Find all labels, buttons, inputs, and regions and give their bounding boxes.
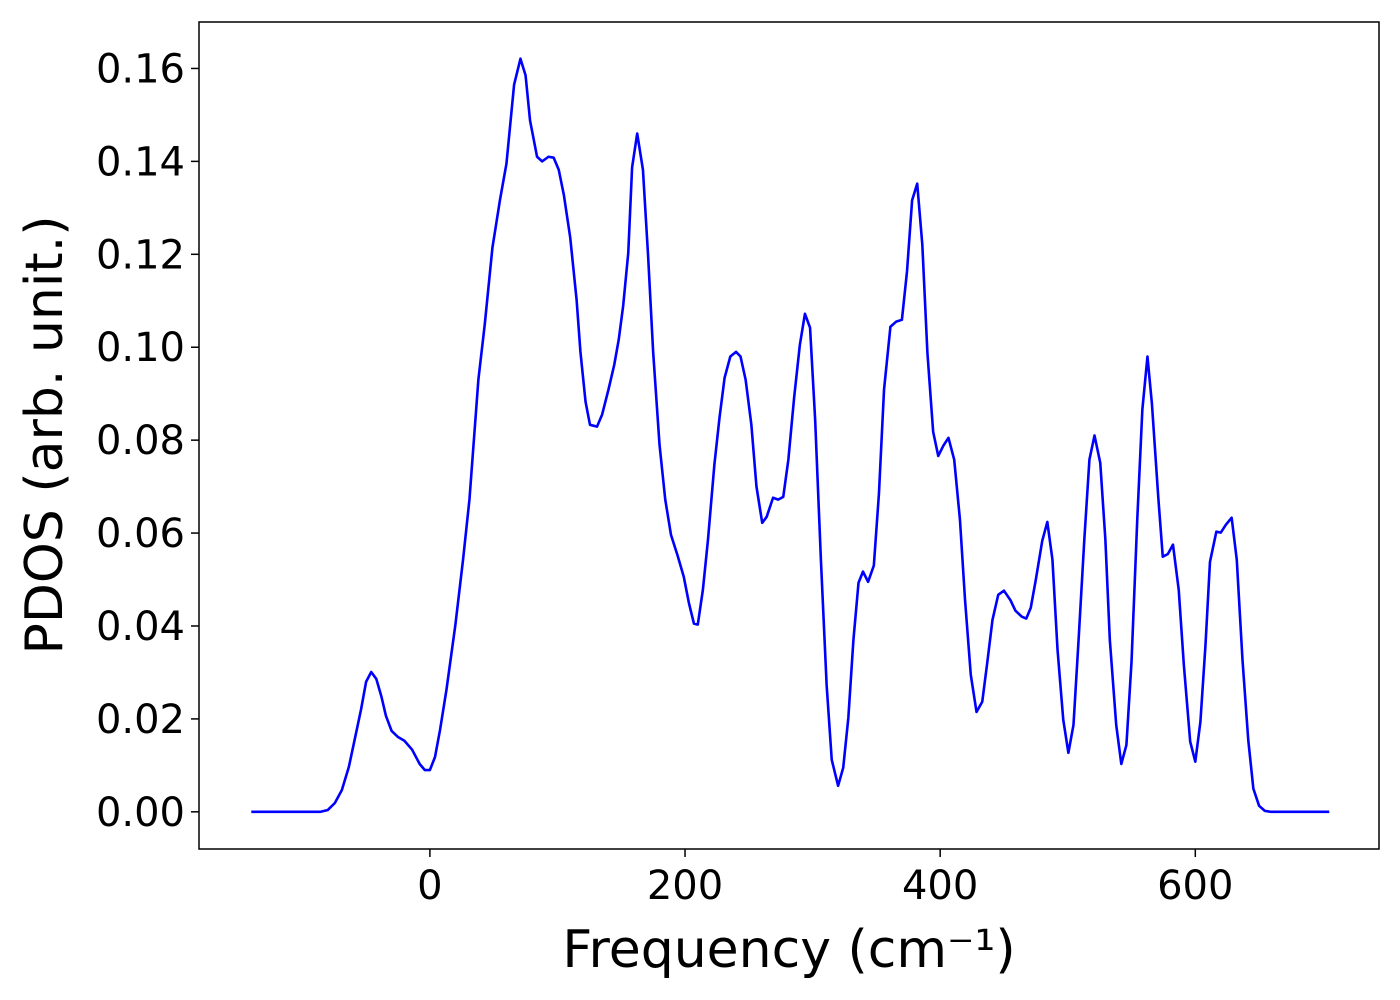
x-axis-label: Frequency (cm⁻¹)	[562, 920, 1015, 980]
y-tick-label: 0.16	[96, 46, 185, 92]
y-tick-label: 0.08	[96, 418, 185, 464]
y-tick-label: 0.12	[96, 232, 185, 278]
x-tick-label: 0	[417, 863, 442, 909]
y-tick-label: 0.04	[96, 604, 185, 650]
y-tick-label: 0.10	[96, 325, 185, 371]
y-tick-label: 0.06	[96, 511, 185, 557]
y-axis-label: PDOS (arb. unit.)	[15, 215, 75, 654]
x-tick-label: 600	[1157, 863, 1233, 909]
plot-frame	[198, 21, 1380, 850]
y-tick-label: 0.00	[96, 790, 185, 836]
y-tick-label: 0.02	[96, 697, 185, 743]
x-tick-label: 400	[902, 863, 978, 909]
x-tick-label: 200	[647, 863, 723, 909]
y-tick-label: 0.14	[96, 139, 185, 185]
line	[251, 57, 1330, 814]
